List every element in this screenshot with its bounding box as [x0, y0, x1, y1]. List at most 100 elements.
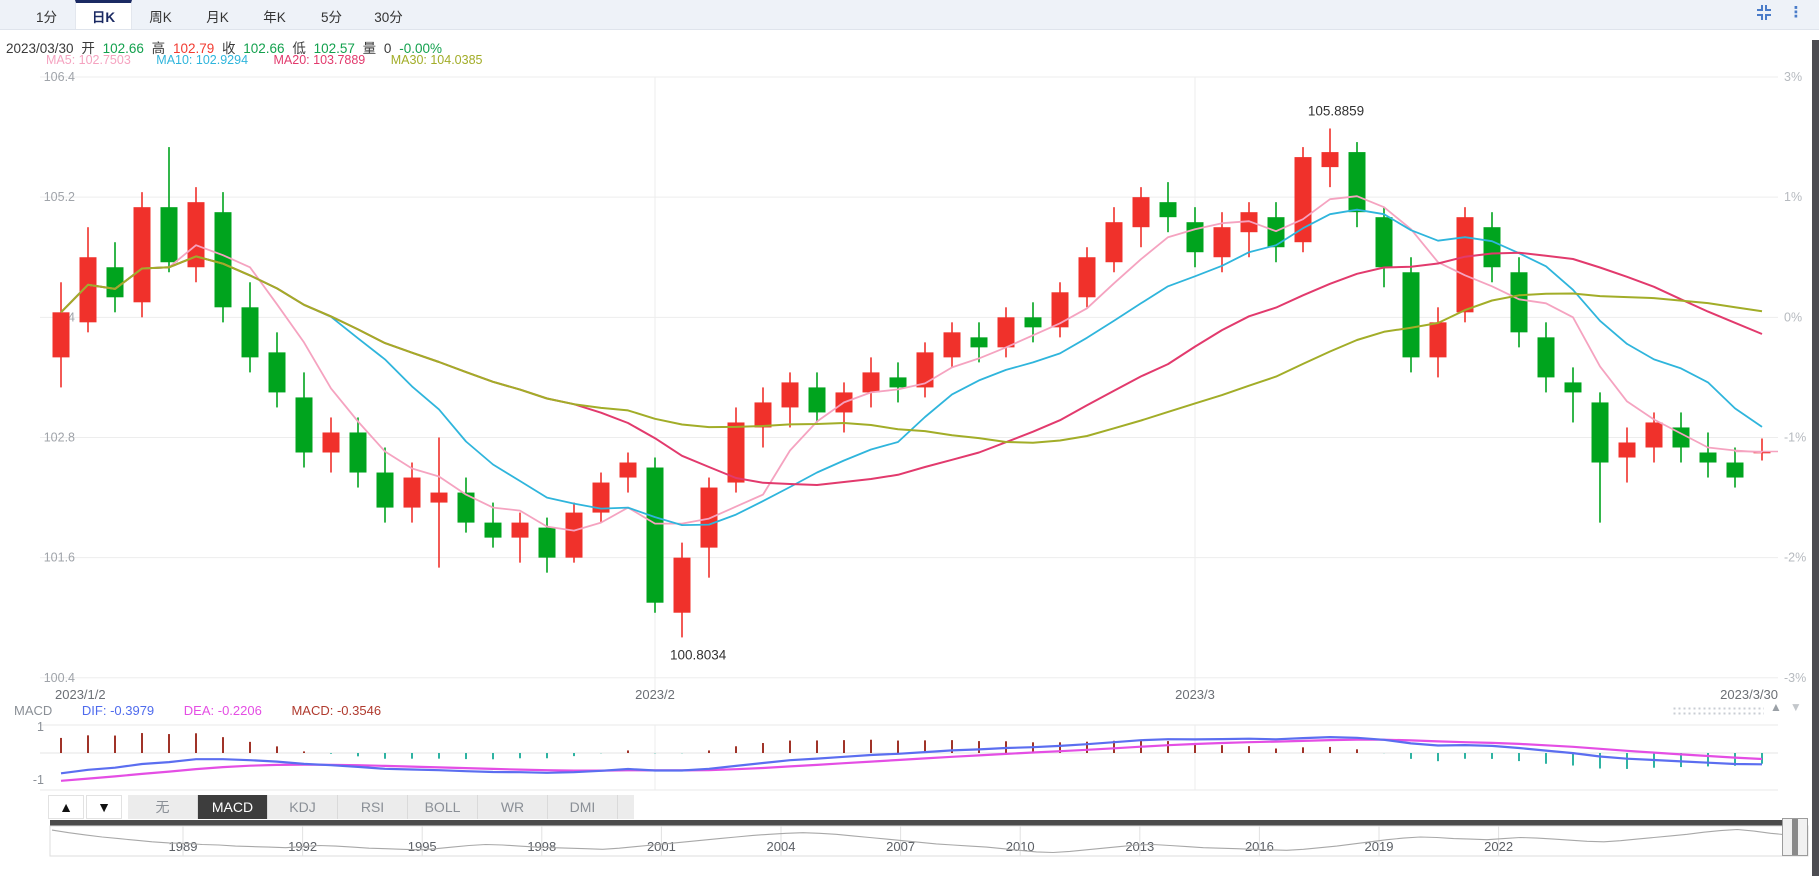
y-axis-label-right: -3% [1784, 671, 1806, 685]
dif-line [60, 735, 1763, 775]
macd-pane: 1 -1 [33, 720, 1778, 791]
ma5-line [60, 195, 1763, 532]
candle-body [79, 257, 97, 323]
navigator-year-label: 2004 [767, 839, 796, 854]
candle-body [619, 462, 637, 478]
ma20-line [60, 251, 1763, 486]
ma10-line [60, 208, 1763, 526]
navigator-year-label: 1989 [169, 839, 198, 854]
candle-body [700, 487, 718, 548]
indicator-tab-wr[interactable]: WR [478, 795, 548, 819]
navigator-year-label: 2001 [647, 839, 676, 854]
y-axis-label-right: 3% [1784, 70, 1802, 84]
tab-5min[interactable]: 5分 [320, 10, 342, 25]
candle-body [1402, 272, 1420, 358]
navigator-slider-handle[interactable] [1782, 818, 1808, 856]
y-axis-label-left: 106.4 [44, 70, 75, 84]
candle-body [1213, 227, 1231, 258]
y-axis-label-right: 0% [1784, 310, 1802, 324]
close-label: 收 [222, 41, 236, 56]
macd-axis-label: -1 [33, 773, 44, 787]
candle-body [808, 387, 826, 413]
navigator-year-label: 1998 [527, 839, 556, 854]
candle-body [862, 372, 880, 393]
navigator-year-label: 2007 [886, 839, 915, 854]
tab-1min[interactable]: 1分 [35, 10, 57, 25]
indicator-down-button[interactable]: ▼ [86, 795, 122, 819]
candle-body [1537, 337, 1555, 378]
low-label: 低 [292, 41, 306, 56]
candle-body [1672, 427, 1690, 448]
candle-body [268, 352, 286, 393]
indicator-tab-macd[interactable]: MACD [198, 795, 268, 819]
open-label: 开 [81, 41, 95, 56]
candle-body [1645, 422, 1663, 448]
period-toolbar: 1分 日K 周K 月K 年K 5分 30分 ⋮ [0, 0, 1819, 30]
y-axis-label-right: -1% [1784, 430, 1806, 444]
candle-body [160, 207, 178, 263]
indicator-tab-spacer [618, 795, 634, 819]
candles-layer[interactable] [52, 128, 1771, 638]
volume-label: 量 [362, 41, 377, 56]
quote-date: 2023/03/30 [6, 41, 74, 56]
y-axis-label-left: 100.4 [44, 671, 75, 685]
candle-body [52, 312, 70, 358]
candle-body [1105, 222, 1123, 263]
pane-collapse-icon[interactable]: ▼ [1789, 700, 1810, 714]
candle-body [646, 467, 664, 603]
close-value: 102.66 [243, 41, 285, 56]
candle-body [376, 472, 394, 508]
navigator-year-label: 2010 [1006, 839, 1035, 854]
navigator-year-label: 2016 [1245, 839, 1274, 854]
macd-pane-title: MACD [14, 703, 53, 718]
low-annotation: 100.8034 [670, 647, 727, 662]
candle-body [970, 337, 988, 348]
candle-body [349, 432, 367, 473]
tab-daily[interactable]: 日K [75, 0, 132, 29]
candle-body [1348, 152, 1366, 213]
indicator-tab-rsi[interactable]: RSI [338, 795, 408, 819]
volume-value: 0 [383, 41, 392, 56]
ma10-value: MA10: 102.9294 [156, 53, 249, 67]
candle-body [1078, 257, 1096, 298]
candle-body [1051, 292, 1069, 328]
candle-body [1294, 157, 1312, 243]
tab-30min[interactable]: 30分 [374, 10, 403, 25]
high-label: 高 [151, 41, 166, 56]
indicator-tab-strip: ▲ ▼ 无 MACD KDJ RSI BOLL WR DMI [48, 795, 634, 819]
candle-body [565, 512, 583, 558]
tab-weekly[interactable]: 周K [149, 10, 172, 25]
tab-monthly[interactable]: 月K [206, 10, 229, 25]
candle-body [457, 492, 475, 523]
navigator-handle-grip [1792, 819, 1798, 855]
candle-body [997, 317, 1015, 348]
pane-resize-handle[interactable] [1672, 706, 1764, 717]
candle-body [1132, 197, 1150, 228]
candle-body [214, 212, 232, 308]
dif-value: DIF: -0.3979 [81, 703, 155, 718]
y-axis-label-left: 102.8 [44, 430, 75, 444]
ma20-value: MA20: 103.7889 [273, 53, 366, 67]
candle-body [889, 377, 907, 388]
candle-body [1726, 462, 1744, 478]
candle-body [943, 332, 961, 358]
navigator-strip[interactable]: 1989 1992 1995 1998 2001 2004 2007 2010 2013 2016… [49, 820, 1809, 857]
indicator-up-button[interactable]: ▲ [48, 795, 84, 819]
tab-yearly[interactable]: 年K [263, 10, 286, 25]
vertical-scrollbar[interactable] [1812, 40, 1819, 876]
ma30-line [60, 255, 1763, 444]
indicator-tab-dmi[interactable]: DMI [548, 795, 618, 819]
indicator-tab-none[interactable]: 无 [128, 795, 198, 819]
more-menu-icon[interactable]: ⋮ [1788, 4, 1804, 21]
candle-body [295, 397, 313, 453]
indicator-tab-boll[interactable]: BOLL [408, 795, 478, 819]
collapse-icon[interactable] [1755, 4, 1773, 22]
indicator-tab-kdj[interactable]: KDJ [268, 795, 338, 819]
candle-body [1618, 442, 1636, 458]
candle-body [484, 522, 502, 538]
pane-expand-icon[interactable]: ▲ [1770, 700, 1790, 714]
candle-body [1267, 217, 1285, 248]
candle-body [430, 492, 448, 503]
candle-body [673, 557, 691, 613]
candle-body [1159, 202, 1177, 218]
